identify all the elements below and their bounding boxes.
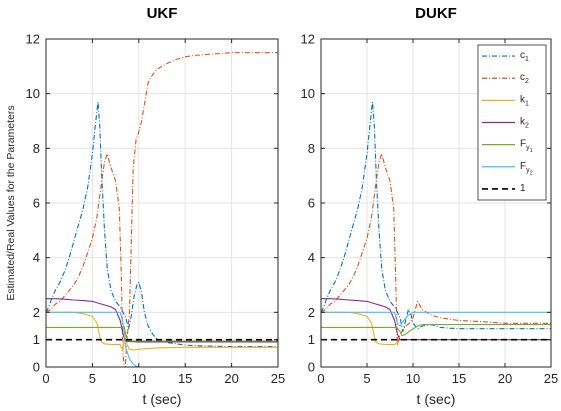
y-tick-label: 2 xyxy=(308,305,315,320)
y-tick-label: 0 xyxy=(308,360,315,375)
y-tick-label: 6 xyxy=(33,196,40,211)
x-tick-label: 20 xyxy=(224,371,238,386)
x-tick-label: 25 xyxy=(271,371,285,386)
legend-label-k1: k1 xyxy=(520,94,529,107)
y-tick-label: 8 xyxy=(33,141,40,156)
series-line-k1 xyxy=(46,311,278,352)
series-line-k2 xyxy=(46,298,278,343)
series-line-c1 xyxy=(46,101,278,348)
x-axis-label: t (sec) xyxy=(417,391,456,407)
x-tick-label: 15 xyxy=(178,371,192,386)
x-tick-label: 15 xyxy=(452,371,466,386)
legend-label-c2: c2 xyxy=(520,72,529,85)
y-tick-label: 8 xyxy=(308,141,315,156)
y-axis-label: Estimated/Real Values for the Parameters xyxy=(5,105,17,300)
x-axis-label: t (sec) xyxy=(143,391,182,407)
chart-title: UKF xyxy=(147,5,178,22)
y-tick-label: 2 xyxy=(33,305,40,320)
series-line-Fy2 xyxy=(46,311,278,367)
legend-label-ref: 1 xyxy=(520,183,526,194)
y-tick-label: 1 xyxy=(308,332,315,347)
y-tick-label: 6 xyxy=(308,196,315,211)
x-tick-label: 0 xyxy=(42,371,49,386)
series-line-Fy1 xyxy=(321,324,551,337)
x-tick-label: 10 xyxy=(132,371,146,386)
series-line-c2 xyxy=(321,153,551,346)
x-tick-label: 5 xyxy=(363,371,370,386)
y-tick-label: 10 xyxy=(301,86,315,101)
y-tick-label: 12 xyxy=(26,32,40,47)
y-tick-label: 0 xyxy=(33,360,40,375)
y-tick-label: 12 xyxy=(301,32,315,47)
legend-label-k2: k2 xyxy=(520,117,529,130)
y-tick-label: 4 xyxy=(33,250,40,265)
y-tick-label: 10 xyxy=(26,86,40,101)
x-tick-label: 20 xyxy=(498,371,512,386)
x-tick-label: 10 xyxy=(406,371,420,386)
series-line-Fy1 xyxy=(46,325,278,342)
y-tick-label: 4 xyxy=(308,250,315,265)
y-tick-label: 1 xyxy=(33,332,40,347)
x-tick-label: 25 xyxy=(544,371,558,386)
x-tick-label: 0 xyxy=(317,371,324,386)
series-line-Fy2 xyxy=(321,311,551,327)
chart-title: DUKF xyxy=(415,5,457,22)
legend-label-c1: c1 xyxy=(520,50,529,63)
series-line-c2 xyxy=(46,52,278,367)
x-tick-label: 5 xyxy=(89,371,96,386)
